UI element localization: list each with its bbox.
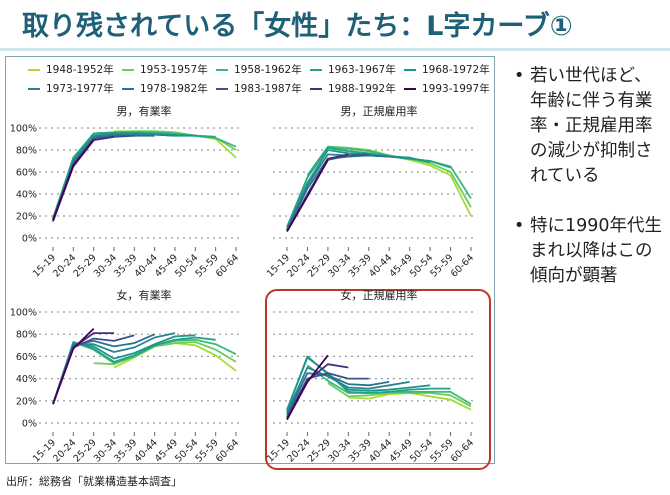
legend-item: 1948-1952年: [28, 62, 122, 77]
legend-item: 1973-1977年: [28, 81, 122, 96]
series-line-1968-1972年: [286, 355, 431, 412]
slide-title: 取り残されている「女性」たち：L字カーブ①: [22, 11, 573, 42]
series-line-1993-1997年: [52, 327, 95, 405]
x-tick-label: 60-64: [449, 252, 476, 279]
legend-label: 1983-1987年: [234, 83, 302, 95]
legend-item: 1983-1987年: [216, 81, 310, 96]
legend-swatch: [28, 68, 40, 71]
series-line-1973-1977年: [286, 366, 410, 414]
note-item: • 特に1990年代生まれ以降はこの傾向が顕著: [514, 214, 664, 289]
legend-item: 1958-1962年: [216, 62, 310, 77]
legend: 1948-1952年 1953-1957年 1958-1962年 1963-1967年…: [28, 62, 498, 96]
chart-title: 女，有業率: [117, 288, 172, 302]
legend-swatch: [216, 87, 228, 90]
series-line-1993-1997年: [286, 159, 329, 232]
series-line-1963-1967年: [52, 131, 216, 219]
legend-label: 1953-1957年: [140, 64, 208, 76]
legend-swatch: [122, 68, 134, 71]
legend-label: 1978-1982年: [140, 83, 208, 95]
series-line-1963-1967年: [286, 356, 451, 411]
series-line-1983-1987年: [52, 134, 135, 221]
y-tick-label: 20%: [16, 396, 37, 407]
series-line-1993-1997年: [286, 354, 329, 421]
series-line-1973-1977年: [52, 332, 176, 405]
legend-label: 1993-1997年: [422, 83, 490, 95]
legend-swatch: [28, 87, 40, 90]
y-tick-label: 40%: [16, 190, 37, 201]
bullet: •: [514, 216, 525, 236]
series-line-1983-1987年: [286, 153, 369, 232]
note-text: 若い世代ほど、年齢に伴う有業率・正規雇用率の減少が抑制されている: [530, 66, 653, 186]
x-tick-label: 60-64: [449, 437, 476, 464]
note-text: 特に1990年代生まれ以降はこの傾向が顕著: [530, 216, 663, 286]
y-tick-label: 40%: [16, 374, 37, 385]
y-tick-label: 80%: [16, 330, 37, 341]
legend-swatch: [216, 68, 228, 71]
source-note: 出所：総務省「就業構造基本調査」: [6, 475, 182, 488]
legend-label: 1988-1992年: [328, 83, 396, 95]
series-line-1993-1997年: [52, 139, 95, 221]
series-line-1968-1972年: [52, 132, 196, 220]
legend-swatch: [404, 68, 416, 71]
bullet: •: [514, 66, 525, 86]
y-tick-label: 0%: [22, 419, 37, 430]
legend-item: 1978-1982年: [122, 81, 216, 96]
y-tick-label: 60%: [16, 352, 37, 363]
legend-item: 1963-1967年: [310, 62, 404, 77]
legend-item: 1968-1972年: [404, 62, 498, 77]
legend-label: 1958-1962年: [234, 64, 302, 76]
legend-swatch: [310, 68, 322, 71]
y-tick-label: 100%: [10, 308, 37, 319]
chart-frame: [5, 56, 495, 464]
highlight-box: [265, 289, 491, 470]
y-tick-label: 20%: [16, 212, 37, 223]
x-tick-label: 60-64: [214, 252, 241, 279]
legend-swatch: [122, 87, 134, 90]
legend-label: 1948-1952年: [46, 64, 114, 76]
chart-title: 女，正規雇用率: [341, 288, 418, 302]
legend-label: 1963-1967年: [328, 64, 396, 76]
y-tick-label: 60%: [16, 168, 37, 179]
y-tick-label: 80%: [16, 146, 37, 157]
legend-label: 1968-1972年: [422, 64, 490, 76]
legend-item: 1993-1997年: [404, 81, 498, 96]
note-item: • 若い世代ほど、年齢に伴う有業率・正規雇用率の減少が抑制されている: [514, 64, 664, 189]
chart-title: 男，有業率: [117, 104, 172, 118]
series-line-1978-1982年: [286, 372, 390, 416]
notes: • 若い世代ほど、年齢に伴う有業率・正規雇用率の減少が抑制されている • 特に1…: [514, 64, 664, 314]
legend-item: 1988-1992年: [310, 81, 404, 96]
legend-label: 1973-1977年: [46, 83, 114, 95]
legend-item: 1953-1957年: [122, 62, 216, 77]
title-divider: [0, 48, 670, 51]
series-line-1953-1957年: [327, 382, 472, 408]
legend-swatch: [404, 87, 416, 90]
chart-title: 男，正規雇用率: [341, 104, 418, 118]
legend-swatch: [310, 87, 322, 90]
series-line-1973-1977年: [52, 133, 176, 220]
y-tick-label: 0%: [22, 234, 37, 245]
y-tick-label: 100%: [10, 124, 37, 135]
x-tick-label: 60-64: [214, 437, 241, 464]
